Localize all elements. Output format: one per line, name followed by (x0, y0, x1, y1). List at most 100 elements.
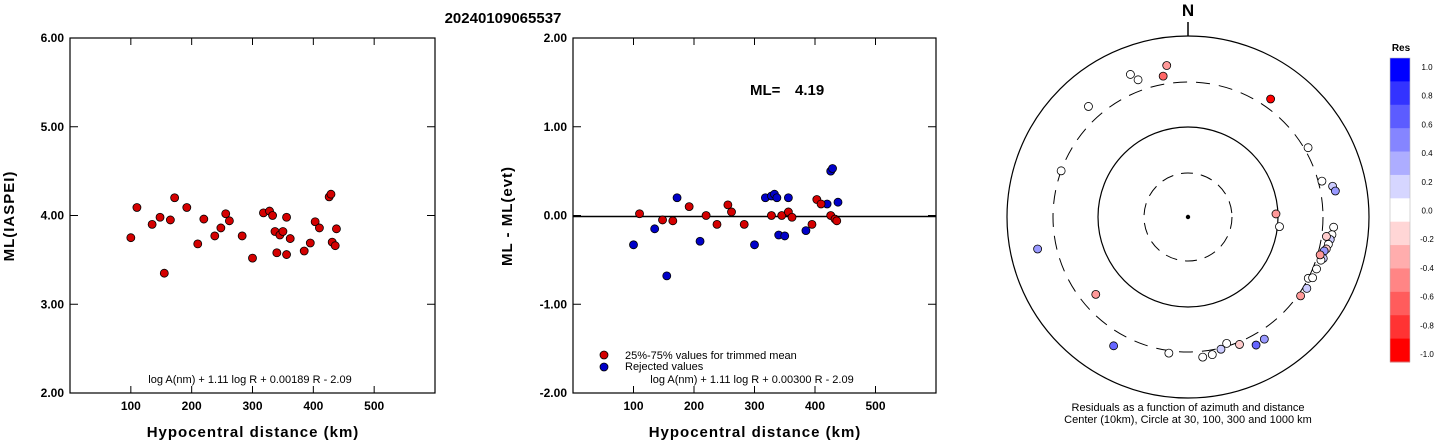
azimuth-point (1164, 348, 1174, 358)
magnitude-point (237, 231, 247, 241)
colorbar-swatch (1390, 198, 1410, 223)
colorbar-swatch (1390, 58, 1410, 82)
magnitude-formula: log A(nm) + 1.11 log R + 0.00189 R - 2.0… (148, 374, 351, 386)
azimuth-caption-line2: Center (10km), Circle at 30, 100, 300 an… (1064, 414, 1312, 426)
rejected-point (801, 226, 811, 235)
magnitude-point (282, 250, 291, 259)
azimuth-point (1330, 186, 1340, 196)
magnitude-x-tick-label: 500 (364, 399, 384, 413)
ring-1000km (1006, 35, 1370, 399)
magnitude-x-tick-label: 200 (182, 399, 202, 413)
magnitude-point (165, 215, 175, 225)
residual-x-axis-label: Hypocentral distance (km) (649, 424, 862, 441)
azimuth-point (1033, 244, 1043, 254)
residual-x-tick-label: 300 (744, 399, 764, 413)
magnitude-point (193, 239, 203, 249)
azimuth-point (1158, 71, 1168, 81)
residual-y-tick-label: -2.00 (540, 386, 568, 400)
magnitude-point (305, 238, 315, 248)
magnitude-point (126, 233, 136, 243)
azimuth-point (1207, 350, 1217, 360)
magnitude-point (282, 212, 291, 222)
rejected-point (828, 164, 837, 173)
rejected-point (750, 240, 759, 250)
magnitude-point (332, 224, 341, 234)
azimuth-point (1251, 340, 1261, 350)
azimuth-point (1222, 338, 1232, 348)
rejected-point (662, 271, 672, 281)
azimuth-point (1056, 166, 1066, 176)
magnitude-point (248, 253, 257, 263)
magnitude-point (268, 211, 277, 220)
residual-y-axis-label: ML - ML(evt) (499, 166, 516, 266)
trimmed-point (668, 216, 678, 226)
colorbar-tick-label: 0.6 (1421, 120, 1433, 129)
residual-axes: 100 200 300 400 500 -2.00 -1.00 0.00 1.00 2.00 (540, 31, 936, 413)
colorbar-tick-label: 0.8 (1421, 92, 1433, 101)
magnitude-point (315, 223, 324, 233)
magnitude-y-tick-label: 3.00 (41, 297, 65, 311)
colorbar-swatch (1390, 338, 1410, 363)
rejected-point (672, 193, 682, 203)
magnitude-x-axis-label: Hypocentral distance (km) (147, 424, 360, 441)
magnitude-point (310, 217, 320, 227)
colorbar-tick-label: -1.0 (1420, 350, 1434, 359)
magnitude-point (199, 214, 209, 224)
azimuth-point (1308, 273, 1318, 283)
azimuth-point (1126, 70, 1135, 79)
colorbar-tick-label: 0.4 (1421, 149, 1433, 158)
trimmed-point (658, 215, 667, 225)
ml-value: 4.19 (795, 82, 824, 99)
colorbar-swatch (1390, 104, 1410, 129)
trimmed-point (767, 211, 776, 220)
rejected-point (783, 193, 793, 203)
magnitude-point (147, 219, 157, 229)
residual-x-tick-label: 100 (623, 399, 643, 413)
trimmed-point (723, 200, 733, 210)
rejected-point (772, 193, 782, 203)
azimuth-point (1275, 222, 1284, 232)
rejected-point (833, 197, 843, 207)
azimuth-point (1091, 289, 1101, 299)
trimmed-point (712, 219, 722, 229)
colorbar-swatch (1390, 221, 1410, 246)
magnitude-point (224, 216, 234, 226)
residual-panel: 100 200 300 400 500 -2.00 -1.00 0.00 1.00 2.00 ML… (499, 31, 937, 441)
azimuth-point (1109, 341, 1119, 351)
residual-y-tick-label: 2.00 (544, 31, 568, 45)
center-dot (1185, 214, 1191, 220)
colorbar-swatch (1390, 268, 1410, 293)
trimmed-point (787, 212, 797, 222)
magnitude-y-tick-label: 2.00 (41, 386, 65, 400)
azimuth-point (1216, 344, 1226, 354)
magnitude-point (299, 246, 309, 256)
trimmed-point (635, 209, 644, 219)
trimmed-point (777, 211, 787, 220)
magnitude-point (170, 193, 180, 203)
azimuth-point (1312, 264, 1321, 274)
azimuth-point (1162, 61, 1172, 70)
magnitude-axes: 100 200 300 400 500 2.00 3.00 4.00 5.00 6.00 (41, 31, 435, 413)
magnitude-point (216, 223, 226, 233)
legend-rejected-marker (599, 362, 609, 372)
residual-y-tick-label: 1.00 (544, 120, 568, 134)
colorbar-tick-label: 1.0 (1421, 63, 1433, 72)
residual-points (629, 164, 843, 281)
colorbar-tick-label: -0.4 (1420, 264, 1434, 273)
azimuth-point (1266, 94, 1276, 104)
colorbar-tick-label: -0.8 (1420, 321, 1434, 330)
magnitude-point (278, 227, 288, 236)
colorbar-swatch (1390, 291, 1410, 316)
magnitude-panel: 100 200 300 400 500 2.00 3.00 4.00 5.00 6.00 log … (1, 31, 436, 441)
magnitude-point (285, 234, 295, 243)
residual-x-tick-label: 200 (684, 399, 704, 413)
magnitude-point (155, 212, 165, 222)
legend-trimmed-marker (599, 350, 609, 360)
colorbar-tick-label: 0.0 (1421, 207, 1433, 216)
legend-trimmed-label: 25%-75% values for trimmed mean (625, 350, 797, 362)
residual-colorbar: 1.0 0.8 0.6 0.4 0.2 0.0 -0.2 -0.4 -0.6 -0.8 -1.0 (1389, 57, 1434, 363)
ml-label: ML= (750, 82, 781, 99)
ring-300km (1052, 81, 1324, 353)
colorbar-swatch (1390, 128, 1410, 153)
magnitude-point (132, 203, 142, 212)
